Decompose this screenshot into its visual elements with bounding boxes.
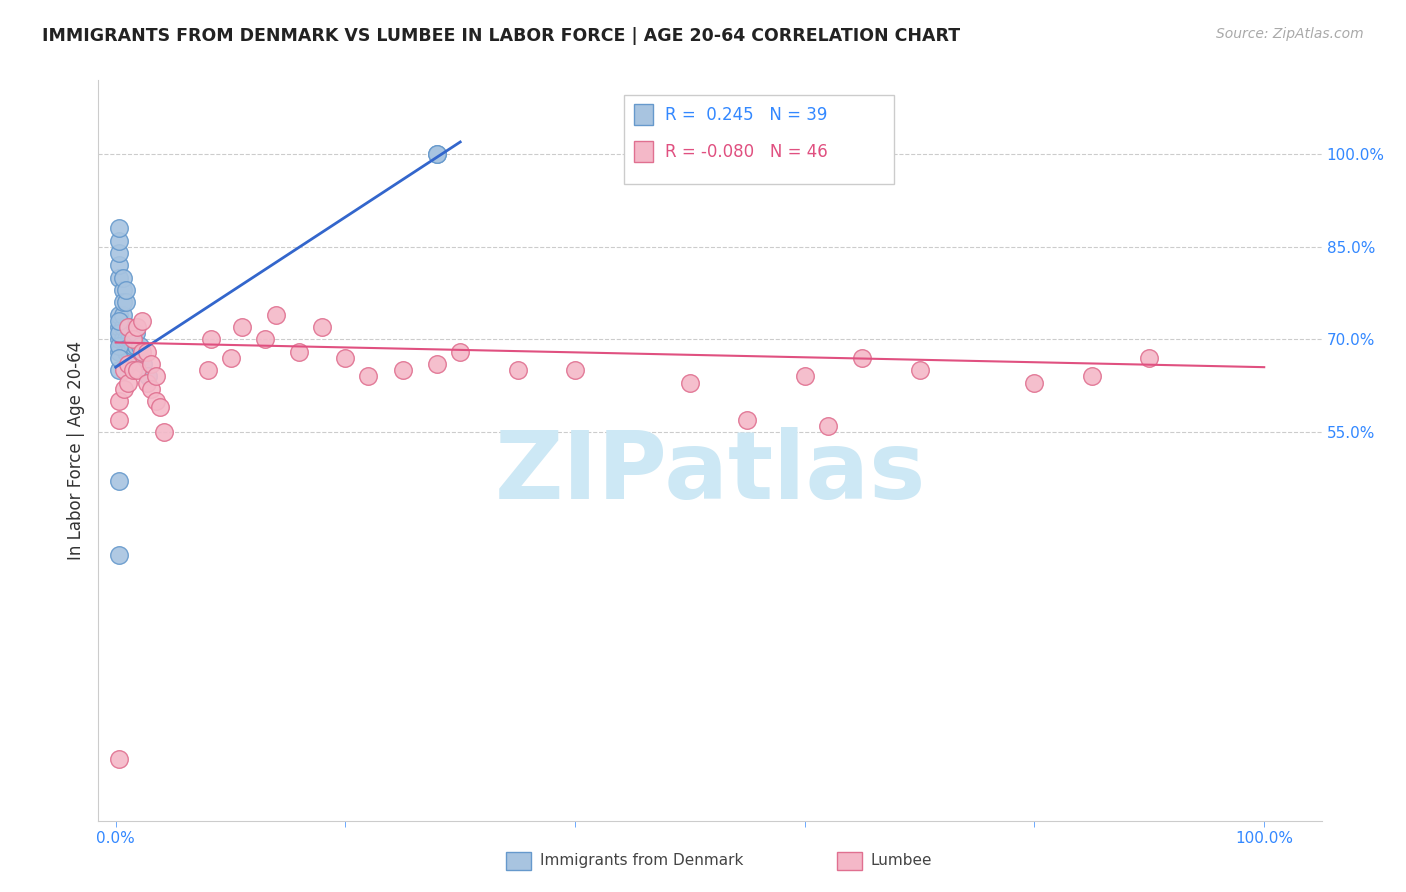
Point: [426, 147, 449, 161]
Point: [1081, 369, 1104, 384]
Point: [288, 344, 311, 359]
Point: [127, 363, 149, 377]
Point: [108, 333, 131, 347]
Point: [793, 369, 815, 384]
Point: [128, 338, 150, 352]
Point: [851, 351, 873, 365]
Point: [135, 344, 157, 359]
Point: [253, 333, 276, 347]
Point: [111, 283, 134, 297]
Point: [108, 234, 131, 248]
Point: [108, 475, 131, 489]
Point: [197, 363, 219, 377]
Point: [118, 344, 141, 359]
Point: [117, 357, 139, 371]
Point: [127, 320, 149, 334]
Point: [118, 333, 141, 347]
Point: [108, 308, 131, 322]
Bar: [634, 104, 652, 125]
Point: [149, 401, 172, 415]
Bar: [634, 141, 652, 161]
Point: [108, 221, 131, 235]
Point: [108, 351, 131, 365]
Text: Lumbee: Lumbee: [870, 854, 932, 868]
Point: [1024, 376, 1046, 390]
Point: [141, 357, 163, 371]
Point: [111, 333, 134, 347]
Point: [115, 333, 138, 347]
Point: [111, 320, 134, 334]
Point: [737, 412, 759, 426]
Text: R =  0.245   N = 39: R = 0.245 N = 39: [665, 106, 828, 124]
Point: [108, 326, 131, 341]
Point: [564, 363, 586, 377]
Point: [679, 376, 702, 390]
Point: [122, 338, 145, 352]
Point: [231, 320, 253, 334]
Text: ZIPatlas: ZIPatlas: [495, 426, 925, 518]
Point: [108, 314, 131, 328]
Point: [108, 363, 131, 377]
Point: [112, 363, 135, 377]
Point: [357, 369, 380, 384]
Point: [131, 314, 153, 328]
Point: [111, 308, 134, 322]
Point: [200, 333, 222, 347]
Point: [125, 326, 148, 341]
Point: [1137, 351, 1160, 365]
Point: [112, 382, 135, 396]
Point: [391, 363, 413, 377]
Point: [817, 418, 839, 433]
Point: [145, 394, 167, 409]
Text: Immigrants from Denmark: Immigrants from Denmark: [540, 854, 744, 868]
Point: [115, 283, 138, 297]
Point: [118, 320, 141, 334]
Point: [128, 351, 150, 365]
Point: [125, 338, 148, 352]
Point: [426, 357, 449, 371]
Point: [145, 369, 167, 384]
Point: [449, 344, 471, 359]
Point: [108, 412, 131, 426]
FancyBboxPatch shape: [624, 95, 894, 184]
Point: [111, 295, 134, 310]
Point: [108, 394, 131, 409]
Point: [108, 344, 131, 359]
Point: [122, 333, 145, 347]
Point: [335, 351, 357, 365]
Point: [115, 344, 138, 359]
Point: [136, 369, 159, 384]
Point: [908, 363, 931, 377]
Point: [108, 270, 131, 285]
Text: R = -0.080   N = 46: R = -0.080 N = 46: [665, 144, 828, 161]
Point: [131, 344, 153, 359]
Point: [108, 549, 131, 563]
Point: [108, 259, 131, 273]
Point: [108, 320, 131, 334]
Point: [117, 320, 139, 334]
Point: [426, 147, 449, 161]
Point: [135, 376, 157, 390]
Point: [122, 363, 145, 377]
Point: [141, 382, 163, 396]
Y-axis label: In Labor Force | Age 20-64: In Labor Force | Age 20-64: [66, 341, 84, 560]
Point: [122, 326, 145, 341]
Point: [115, 295, 138, 310]
Point: [132, 357, 155, 371]
Text: Source: ZipAtlas.com: Source: ZipAtlas.com: [1216, 27, 1364, 41]
Point: [311, 320, 333, 334]
Point: [108, 338, 131, 352]
Point: [153, 425, 176, 439]
Point: [506, 363, 529, 377]
Point: [117, 376, 139, 390]
Point: [111, 270, 134, 285]
Point: [266, 308, 288, 322]
Point: [219, 351, 242, 365]
Point: [108, 246, 131, 260]
Text: IMMIGRANTS FROM DENMARK VS LUMBEE IN LABOR FORCE | AGE 20-64 CORRELATION CHART: IMMIGRANTS FROM DENMARK VS LUMBEE IN LAB…: [42, 27, 960, 45]
Point: [108, 752, 131, 766]
